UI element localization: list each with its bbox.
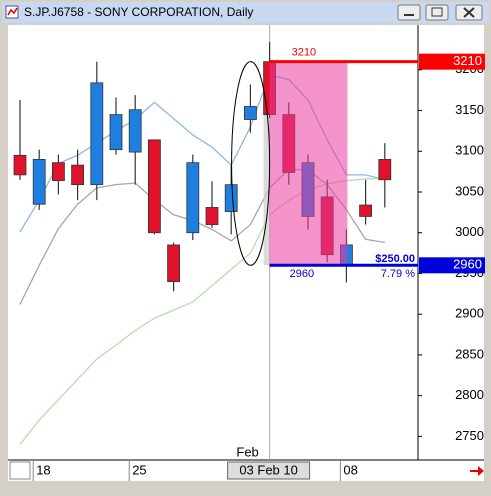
price-box-high xyxy=(419,53,485,70)
cursor-shadow xyxy=(263,61,270,266)
candle-body xyxy=(359,204,373,217)
candle-body xyxy=(243,106,257,120)
candle-body xyxy=(52,162,65,181)
candle-body xyxy=(71,164,84,186)
y-tick-label: 2900 xyxy=(455,306,484,321)
candle-body xyxy=(167,244,181,283)
measure-high-label: 3210 xyxy=(292,47,316,59)
candle-body xyxy=(378,159,392,181)
x-tick-label: 08 xyxy=(343,462,357,477)
minimize-button[interactable] xyxy=(397,4,421,21)
y-tick-label: 2750 xyxy=(455,428,484,443)
measure-ellipse xyxy=(231,61,271,266)
y-tick-label: 2800 xyxy=(455,387,484,402)
plot: 2750280028502900295030003050310031503200… xyxy=(8,25,485,481)
y-tick-label: 3150 xyxy=(455,102,484,117)
y-tick-label: 3000 xyxy=(455,224,484,239)
measure-low-label: 2960 xyxy=(290,268,314,280)
window-title: S.JP.J6758 - SONY CORPORATION, Daily xyxy=(24,5,253,19)
candle-body xyxy=(109,114,123,151)
month-label: Feb xyxy=(236,444,258,459)
app-icon-graph xyxy=(7,7,18,16)
y-tick-label: 2850 xyxy=(455,346,484,361)
candle-body xyxy=(224,184,238,212)
time-axis-bg xyxy=(8,461,418,481)
chart-background xyxy=(8,25,484,481)
x-tick-label: 18 xyxy=(36,462,50,477)
price-box-low xyxy=(419,257,485,274)
x-tick-label: 25 xyxy=(132,462,146,477)
cursor-date-label: 03 Feb 10 xyxy=(239,462,298,477)
candle-body xyxy=(90,82,104,186)
close-icon xyxy=(463,7,475,18)
maximize-icon xyxy=(431,7,443,17)
window-buttons[interactable] xyxy=(397,4,483,21)
time-axis-left-cell xyxy=(9,461,31,480)
price-box-low-label: 2960 xyxy=(453,257,482,272)
measure-region xyxy=(269,61,348,266)
candle-body xyxy=(205,207,219,225)
scroll-arrow[interactable] xyxy=(470,466,484,476)
measure-percent: 7.79 % xyxy=(381,268,415,280)
maximize-button[interactable] xyxy=(425,4,449,21)
candle-body xyxy=(13,154,27,176)
measure-change: $250.00 xyxy=(375,253,415,265)
candle-body xyxy=(32,159,46,205)
candle-body xyxy=(186,162,200,234)
y-tick-label: 3100 xyxy=(455,143,484,158)
cursor-date-box xyxy=(227,461,311,480)
y-tick-label: 3050 xyxy=(455,183,484,198)
price-box-high-label: 3210 xyxy=(453,53,482,68)
candle-body xyxy=(128,109,142,153)
title-bar xyxy=(2,2,489,23)
candle-body xyxy=(147,139,161,234)
